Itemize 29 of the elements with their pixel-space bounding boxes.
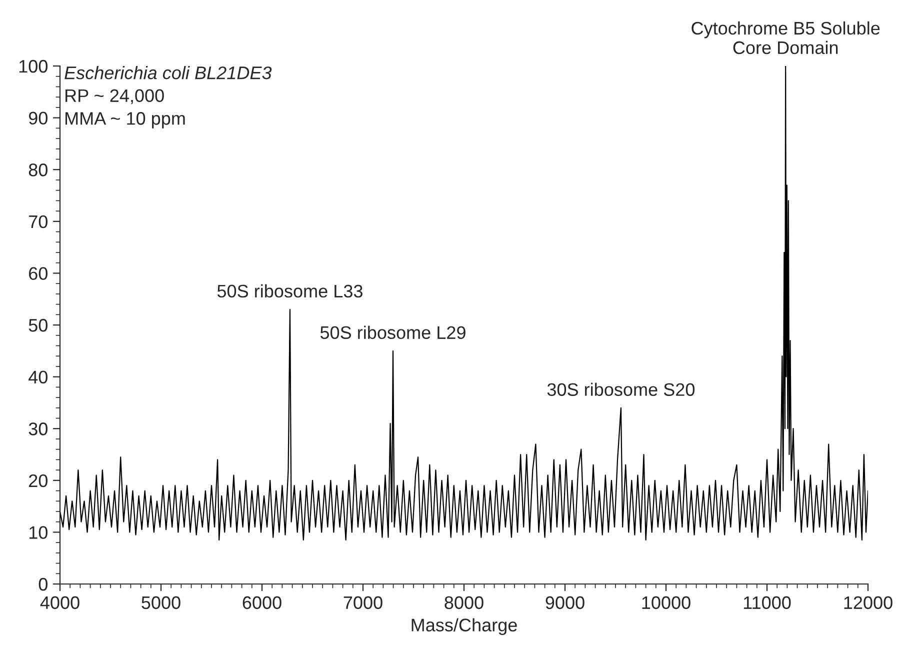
x-tick-label: 7000	[344, 596, 382, 610]
y-tick-label: 100	[19, 60, 48, 73]
x-tick-label: 11000	[744, 596, 791, 610]
x-tick-label: 12000	[844, 596, 892, 610]
annotation: 50S ribosome L33	[217, 284, 362, 298]
x-tick-label: 6000	[242, 596, 282, 610]
y-tick-label: 0	[38, 578, 48, 591]
y-tick-label: 60	[29, 267, 48, 280]
x-tick-label: 8000	[444, 596, 484, 610]
annotation: MMA ~ 10 ppm	[66, 112, 185, 128]
y-tick-label: 30	[28, 422, 48, 436]
y-tick-label: 20	[29, 474, 48, 488]
annotation: Escherichia coli BL21DE3	[64, 66, 272, 80]
line-series	[60, 66, 868, 541]
x-tick-label: 10000	[642, 596, 690, 610]
y-tick-label: 10	[29, 526, 48, 539]
x-tick-label: 5000	[142, 596, 180, 610]
annotation: 30S ribosome S20	[547, 382, 695, 396]
x-axis-title: Mass/Charge	[412, 618, 517, 636]
y-tick-label: 50	[28, 318, 48, 332]
x-tick-label: 4000	[40, 596, 80, 610]
y-tick-label: 70	[29, 215, 48, 228]
annotation: Cytochrome B5 Soluble Core Domain	[692, 21, 880, 54]
x-tick-label: 9000	[546, 596, 584, 610]
y-tick-label: 80	[28, 164, 48, 176]
annotation: 50S ribosome L29	[320, 326, 466, 339]
y-tick-label: 90	[28, 112, 48, 125]
annotation: RP ~ 24,000	[66, 89, 164, 104]
y-tick-label: 40	[28, 370, 48, 384]
